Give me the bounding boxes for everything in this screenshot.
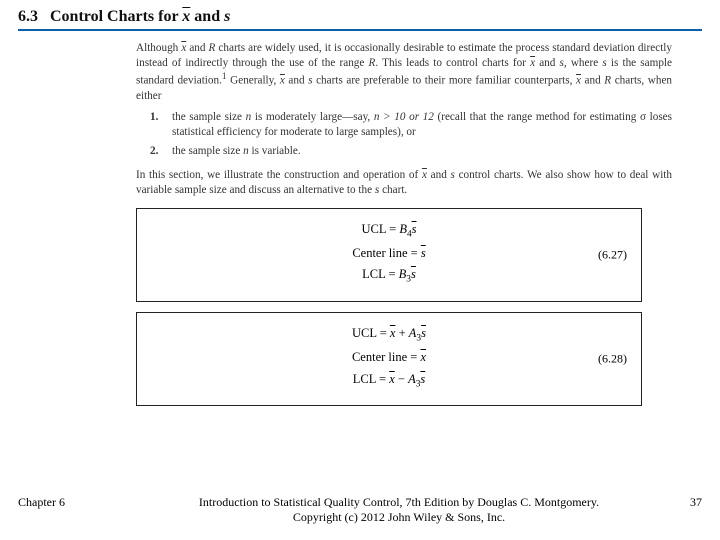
sbar-symbol: s xyxy=(421,326,426,340)
section-title: Control Charts for x and s xyxy=(50,8,230,26)
text: UCL = xyxy=(352,326,390,340)
text: and xyxy=(427,169,451,181)
xbar-symbol: x xyxy=(420,350,426,364)
eq-center: Center line = x xyxy=(153,347,625,368)
section-number: 6.3 xyxy=(18,8,38,26)
text: , where xyxy=(564,57,602,69)
sbar-symbol: s xyxy=(411,267,416,281)
text: + xyxy=(395,326,408,340)
text: chart. xyxy=(379,184,407,196)
equation-lines: UCL = B4s Center line = s LCL = B3s xyxy=(153,219,625,289)
text: and xyxy=(535,57,559,69)
footer-page-number: 37 xyxy=(662,495,702,510)
eq-lcl: LCL = x − A3s xyxy=(153,369,625,393)
text: the sample size xyxy=(172,111,246,123)
sbar-symbol: s xyxy=(412,222,417,236)
equation-box-2: UCL = x + A3s Center line = x LCL = x − … xyxy=(136,312,642,406)
title-conj: and xyxy=(190,8,224,25)
text: charts are preferable to their more fami… xyxy=(313,75,577,87)
text: In this section, we illustrate the const… xyxy=(136,169,422,181)
slide-content: 6.3 Control Charts for x and s Although … xyxy=(18,8,702,414)
title-text-prefix: Control Charts for xyxy=(50,8,182,25)
list-item: 1. the sample size n is moderately large… xyxy=(150,110,672,140)
s-symbol: s xyxy=(224,8,230,25)
paragraph-1: Although x and R charts are widely used,… xyxy=(136,41,672,104)
text: . This leads to control charts for xyxy=(375,57,530,69)
text: and xyxy=(186,42,208,54)
text: Center line = xyxy=(352,350,421,364)
text: UCL = xyxy=(361,222,399,236)
equation-lines: UCL = x + A3s Center line = x LCL = x − … xyxy=(153,323,625,393)
list-text: the sample size n is variable. xyxy=(172,144,301,159)
text: LCL = xyxy=(362,267,398,281)
eq-center: Center line = s xyxy=(153,243,625,264)
text-ital: n > 10 or 12 xyxy=(374,111,434,123)
text: and xyxy=(285,75,308,87)
paragraph-2: In this section, we illustrate the const… xyxy=(136,168,672,198)
list-item: 2. the sample size n is variable. xyxy=(150,144,672,159)
list-text: the sample size n is moderately large—sa… xyxy=(172,110,672,140)
footer-line1: Introduction to Statistical Quality Cont… xyxy=(136,495,662,511)
ordered-list: 1. the sample size n is moderately large… xyxy=(150,110,672,159)
footer-line2: Copyright (c) 2012 John Wiley & Sons, In… xyxy=(136,510,662,526)
equation-box-1: UCL = B4s Center line = s LCL = B3s (6.2… xyxy=(136,208,642,302)
equation-number: (6.28) xyxy=(598,351,627,366)
slide-footer: Chapter 6 Introduction to Statistical Qu… xyxy=(18,495,702,526)
a-symbol: A xyxy=(408,372,416,386)
eq-ucl: UCL = B4s xyxy=(153,219,625,243)
list-number: 1. xyxy=(150,110,164,140)
sbar-symbol: s xyxy=(421,246,426,260)
equation-number: (6.27) xyxy=(598,247,627,262)
b-symbol: B xyxy=(399,222,407,236)
text: LCL = xyxy=(353,372,389,386)
sbar-symbol: s xyxy=(420,372,425,386)
footer-citation: Introduction to Statistical Quality Cont… xyxy=(136,495,662,526)
text: − xyxy=(395,372,408,386)
body-text: Although x and R charts are widely used,… xyxy=(136,41,672,198)
section-header: 6.3 Control Charts for x and s xyxy=(18,8,702,31)
text: is variable. xyxy=(249,145,301,157)
text: is moderately large—say, xyxy=(251,111,374,123)
text: Center line = xyxy=(352,246,421,260)
eq-ucl: UCL = x + A3s xyxy=(153,323,625,347)
text: and xyxy=(581,75,604,87)
text: Generally, xyxy=(227,75,280,87)
list-number: 2. xyxy=(150,144,164,159)
text: Although xyxy=(136,42,181,54)
eq-lcl: LCL = B3s xyxy=(153,264,625,288)
footer-chapter: Chapter 6 xyxy=(18,495,136,510)
text: the sample size xyxy=(172,145,243,157)
